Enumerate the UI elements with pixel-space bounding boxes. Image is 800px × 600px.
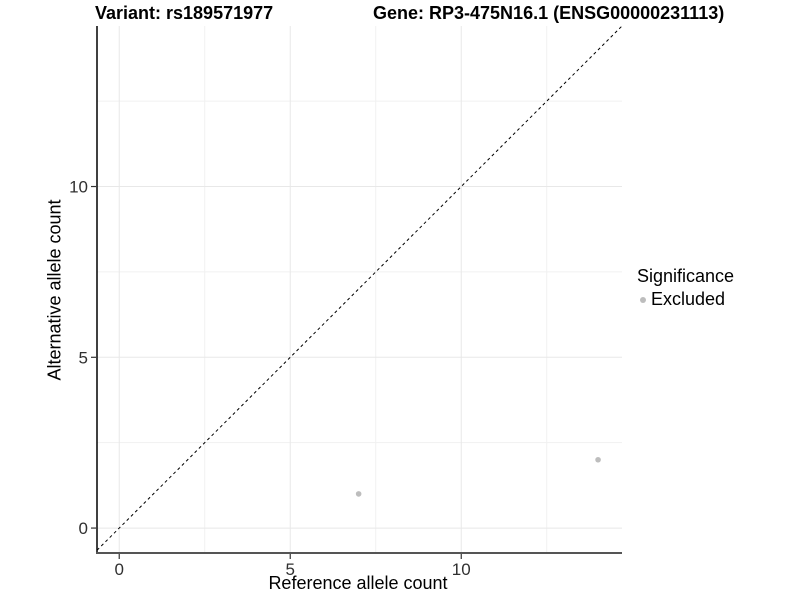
y-tick-label: 10 xyxy=(69,178,88,197)
legend-title: Significance xyxy=(637,266,735,286)
x-tick-label: 0 xyxy=(114,560,123,579)
data-point xyxy=(595,456,601,463)
y-axis-label: Alternative allele count xyxy=(44,199,65,381)
y-tick-label: 0 xyxy=(79,519,88,538)
y-tick-label: 5 xyxy=(79,348,88,367)
x-tick-label: 5 xyxy=(286,560,295,579)
identity-line xyxy=(96,25,623,551)
plot-title-variant: Variant: rs189571977 xyxy=(95,3,274,23)
legend-item-excluded: Excluded xyxy=(637,289,734,310)
legend-point-icon xyxy=(640,296,646,303)
plot-title-gene: Gene: RP3-475N16.1 (ENSG00000231113) xyxy=(373,3,725,23)
x-tick-label: 10 xyxy=(452,560,471,579)
x-axis-label: Reference allele count xyxy=(268,573,448,593)
legend: Significance Excluded xyxy=(637,266,734,310)
data-point xyxy=(355,491,362,497)
legend-item-label: Excluded xyxy=(651,289,726,309)
